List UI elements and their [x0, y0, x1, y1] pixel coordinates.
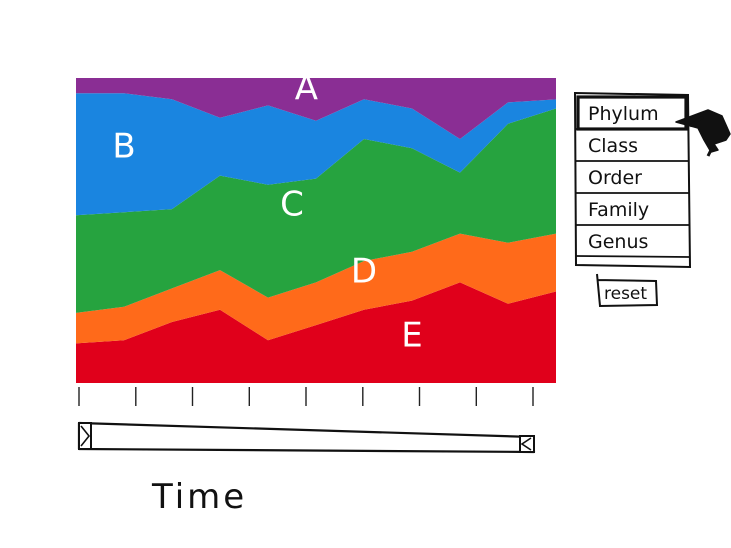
menu-item-family[interactable]: Family: [588, 199, 649, 221]
menu-item-phylum[interactable]: Phylum: [588, 103, 659, 125]
area-label-A: A: [295, 68, 318, 108]
stacked-area-chart: [76, 78, 556, 383]
slider-handle-right-icon[interactable]: [519, 435, 535, 453]
x-axis-title: Time: [151, 477, 247, 517]
area-label-D: D: [351, 251, 377, 291]
area-series-B[interactable]: [76, 93, 556, 216]
slider-handle-left-icon[interactable]: [78, 422, 92, 450]
reset-button-label[interactable]: reset: [604, 284, 647, 304]
area-series-C[interactable]: [76, 108, 556, 313]
menu-item-genus[interactable]: Genus: [588, 231, 648, 253]
time-slider[interactable]: [77, 421, 536, 454]
area-series-D[interactable]: [76, 233, 556, 344]
area-series-E[interactable]: [76, 282, 556, 383]
x-axis-ticks: [78, 387, 534, 406]
menu-divider: [575, 255, 690, 258]
reset-button[interactable]: reset: [596, 273, 659, 308]
area-label-C: C: [280, 184, 304, 224]
menu-item-class[interactable]: Class: [588, 135, 638, 157]
area-labels: ED C B A: [112, 68, 422, 355]
area-series-A[interactable]: [76, 78, 556, 139]
taxonomy-level-menu[interactable]: Phylum Class Order Family Genus: [573, 91, 692, 269]
menu-frame: [573, 91, 692, 269]
area-label-E: E: [401, 315, 422, 355]
menu-item-order[interactable]: Order: [588, 167, 642, 189]
area-label-B: B: [112, 126, 135, 166]
slider-track[interactable]: [77, 421, 536, 454]
cursor-arrow-icon: [675, 109, 731, 157]
